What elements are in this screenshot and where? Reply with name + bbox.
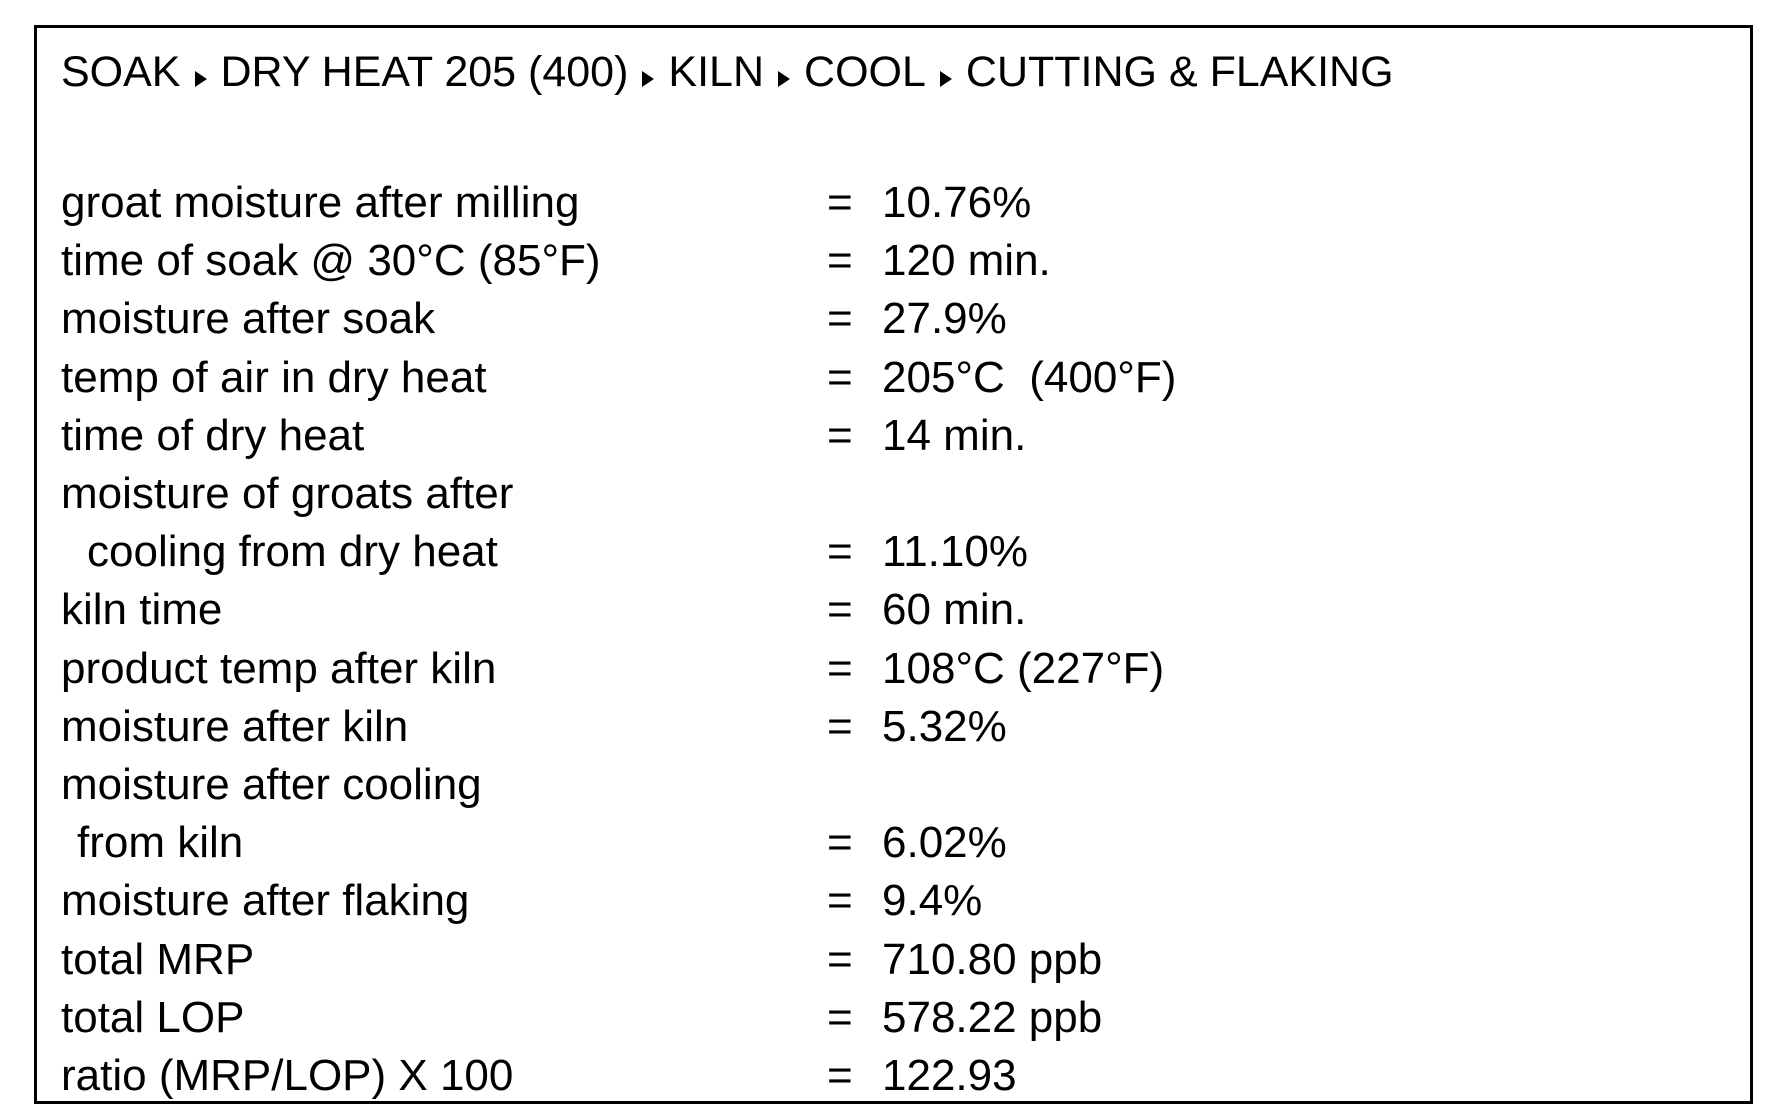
process-header: SOAK DRY HEAT 205 (400) KILN COOL CUTTING & … <box>61 48 1394 97</box>
row-label: time of soak @ 30°C (85°F) <box>61 239 601 283</box>
row-label: moisture after flaking <box>61 879 469 923</box>
row-label: moisture after cooling <box>61 763 482 807</box>
row-label: time of dry heat <box>61 414 364 458</box>
equals-sign: = <box>827 530 853 574</box>
row-value: 108°C (227°F) <box>882 647 1164 691</box>
row-label: kiln time <box>61 588 222 632</box>
row-value: 11.10% <box>882 530 1028 574</box>
row-value: 60 min. <box>882 588 1026 632</box>
row-value: 6.02% <box>882 821 1007 865</box>
row-label: temp of air in dry heat <box>61 356 487 400</box>
arrow-icon <box>642 71 654 87</box>
process-step: SOAK <box>61 48 181 97</box>
row-label: ratio (MRP/LOP) X 100 <box>61 1054 513 1098</box>
row-value: 27.9% <box>882 297 1007 341</box>
row-value: 578.22 ppb <box>882 996 1102 1040</box>
row-value: 120 min. <box>882 239 1051 283</box>
arrow-icon <box>778 71 790 87</box>
document-frame: SOAK DRY HEAT 205 (400) KILN COOL CUTTING & … <box>34 25 1753 1104</box>
row-label: moisture of groats after <box>61 472 513 516</box>
process-step: CUTTING & FLAKING <box>966 48 1394 97</box>
row-label: product temp after kiln <box>61 647 496 691</box>
equals-sign: = <box>827 297 853 341</box>
row-label: total LOP <box>61 996 244 1040</box>
equals-sign: = <box>827 181 853 225</box>
equals-sign: = <box>827 414 853 458</box>
row-label: moisture after soak <box>61 297 435 341</box>
equals-sign: = <box>827 1054 853 1098</box>
equals-sign: = <box>827 996 853 1040</box>
row-label: groat moisture after milling <box>61 181 579 225</box>
arrow-icon <box>940 71 952 87</box>
row-label: cooling from dry heat <box>87 530 498 574</box>
equals-sign: = <box>827 938 853 982</box>
equals-sign: = <box>827 588 853 632</box>
row-value: 205°C (400°F) <box>882 356 1176 400</box>
process-step: KILN <box>668 48 764 97</box>
row-value: 14 min. <box>882 414 1026 458</box>
equals-sign: = <box>827 356 853 400</box>
row-value: 10.76% <box>882 181 1031 225</box>
equals-sign: = <box>827 239 853 283</box>
row-label: moisture after kiln <box>61 705 408 749</box>
equals-sign: = <box>827 879 853 923</box>
process-step: DRY HEAT 205 (400) <box>221 48 629 97</box>
process-step: COOL <box>804 48 926 97</box>
row-value: 9.4% <box>882 879 982 923</box>
equals-sign: = <box>827 821 853 865</box>
arrow-icon <box>195 71 207 87</box>
row-value: 122.93 <box>882 1054 1017 1098</box>
row-value: 5.32% <box>882 705 1007 749</box>
equals-sign: = <box>827 647 853 691</box>
row-value: 710.80 ppb <box>882 938 1102 982</box>
row-label: from kiln <box>77 821 243 865</box>
equals-sign: = <box>827 705 853 749</box>
row-label: total MRP <box>61 938 254 982</box>
